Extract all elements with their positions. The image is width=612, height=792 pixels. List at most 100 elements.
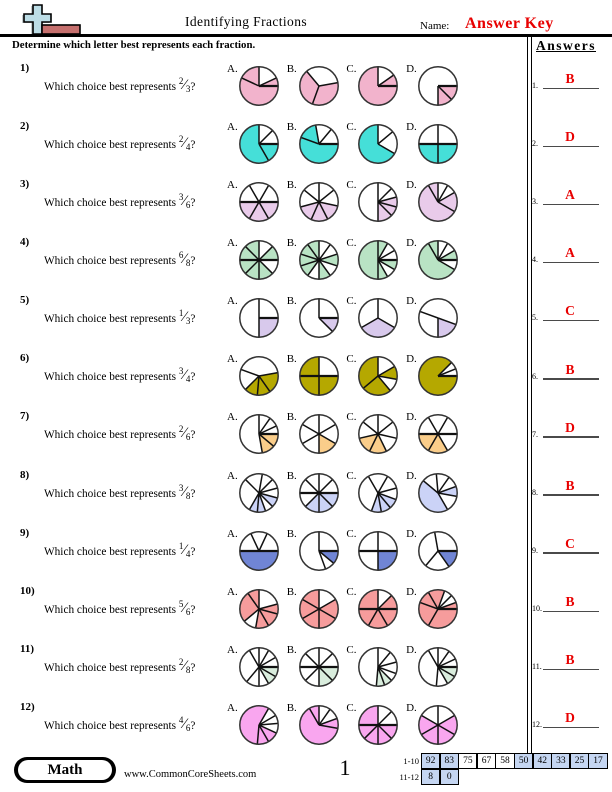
choice-label: A. <box>227 585 238 598</box>
fraction-denominator: 8 <box>185 664 191 675</box>
subject-badge: Math <box>14 757 116 783</box>
choice-pie <box>239 298 279 339</box>
question-text: Which choice best represents 2⁄6? <box>44 424 195 443</box>
choice-pie <box>298 414 339 455</box>
choice-pie-holder <box>298 355 340 397</box>
choice-pie-holder <box>357 239 399 281</box>
question-prompt: Which choice best represents <box>44 429 179 442</box>
question-mark: ? <box>190 719 196 732</box>
fraction-numerator: 4 <box>178 714 184 725</box>
answer-letter: D <box>565 419 575 435</box>
question-prompt: Which choice best represents <box>44 661 179 674</box>
answer-item: 3. A <box>531 187 601 206</box>
choice-pie <box>418 646 459 687</box>
fraction-slash: ⁄ <box>183 599 186 616</box>
choice-label: A. <box>227 295 238 308</box>
choice-pie-holder <box>238 588 280 630</box>
choice-pie-holder <box>357 65 399 107</box>
question-text: Which choice best represents 2⁄4? <box>44 134 195 153</box>
question-number: 9) <box>20 526 30 539</box>
question-mark: ? <box>190 81 196 93</box>
choice-pie-holder <box>417 472 459 514</box>
choice-label: C. <box>346 63 357 75</box>
score-cell: 67 <box>476 753 497 769</box>
answer-letter: B <box>565 361 575 377</box>
choice-label: C. <box>346 237 357 250</box>
fraction-numerator: 5 <box>178 598 184 609</box>
fraction-slash: ⁄ <box>183 309 186 326</box>
choice-pie <box>358 240 399 281</box>
choice-pie <box>418 704 459 745</box>
choice-pie-holder <box>357 413 399 455</box>
grade-row-label: 11-12 <box>399 771 419 782</box>
question-prompt: Which choice best represents <box>44 719 179 732</box>
question-mark: ? <box>190 545 196 558</box>
fraction-numerator: 3 <box>178 482 184 493</box>
choice-pie-holder <box>298 704 340 746</box>
answer-letter: A <box>565 245 575 261</box>
answer-item: 7. D <box>531 419 601 439</box>
answers-divider-line <box>530 36 532 753</box>
choice-pie-holder <box>357 646 399 688</box>
choice-label: C. <box>346 179 357 192</box>
question-prompt: Which choice best represents <box>44 81 179 93</box>
instruction-text: Determine which letter best represents e… <box>12 39 256 51</box>
answer-blank-line <box>543 145 599 148</box>
question-prompt: Which choice best represents <box>44 139 179 152</box>
score-cell: 92 <box>421 753 441 769</box>
question-text: Which choice best represents 4⁄6? <box>44 714 196 734</box>
question-prompt: Which choice best represents <box>44 371 179 384</box>
fraction-denominator: 3 <box>185 316 191 327</box>
choice-pie <box>239 704 279 745</box>
choice-pie <box>418 240 459 281</box>
choice-pie-holder <box>298 239 340 281</box>
choice-pie-holder <box>417 530 459 572</box>
choice-label: C. <box>346 527 357 540</box>
answer-number: 8. <box>532 487 538 497</box>
choice-pie <box>418 588 459 629</box>
choice-label: B. <box>286 469 297 482</box>
choice-label: C. <box>346 121 357 134</box>
choice-pie <box>358 66 399 106</box>
answer-item: 5. C <box>531 303 601 322</box>
choice-label: A. <box>227 237 238 250</box>
score-cell: 75 <box>458 753 478 769</box>
choice-label: D. <box>406 121 417 134</box>
choice-pie-holder <box>238 297 280 339</box>
choice-pie-holder <box>417 413 459 455</box>
choice-label: D. <box>406 469 417 482</box>
choice-label: A. <box>227 63 238 75</box>
choice-pie-holder <box>238 530 280 572</box>
answer-key-label: Answer Key <box>465 15 554 32</box>
choice-label: C. <box>346 643 357 656</box>
choice-label: D. <box>406 237 417 250</box>
answer-blank-line <box>543 436 599 438</box>
choice-label: D. <box>406 527 417 540</box>
choice-pie <box>358 414 399 455</box>
answer-item: 12. D <box>531 710 601 729</box>
answer-item: 9. C <box>531 536 601 555</box>
choice-pie-holder <box>238 472 280 514</box>
site-url: www.CommonCoreSheets.com <box>124 769 257 780</box>
answer-blank-line <box>543 668 599 670</box>
question-prompt: Which choice best represents <box>44 255 179 268</box>
header-rule <box>0 34 612 37</box>
question-prompt: Which choice best represents <box>44 487 179 500</box>
choice-label: B. <box>286 237 297 250</box>
choice-label: C. <box>346 585 357 598</box>
choice-pie-holder <box>238 181 280 223</box>
fraction-denominator: 4 <box>185 142 191 153</box>
choice-pie <box>239 124 279 165</box>
choice-pie <box>358 646 399 687</box>
choice-label: D. <box>406 643 417 656</box>
question-mark: ? <box>190 197 196 210</box>
fraction-numerator: 1 <box>178 308 184 319</box>
question-number: 1) <box>20 62 30 74</box>
choice-pie <box>298 298 339 339</box>
question-prompt: Which choice best represents <box>44 545 179 558</box>
choice-pie <box>298 588 339 629</box>
fraction-denominator: 4 <box>185 374 191 385</box>
fraction-denominator: 4 <box>185 548 191 559</box>
choice-pie <box>239 414 279 455</box>
